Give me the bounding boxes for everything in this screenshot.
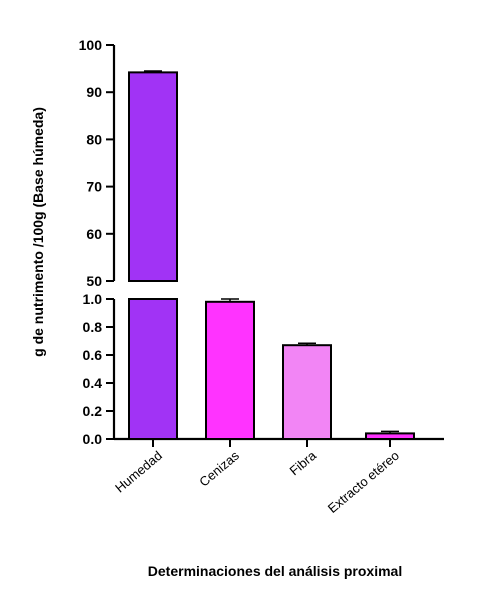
bar-humedad-lower [128, 298, 178, 440]
y-tick-label-upper: 70 [86, 179, 102, 195]
y-tick-label-upper: 50 [86, 273, 102, 289]
y-tick-label-lower: 0.2 [83, 403, 103, 419]
x-tick-label: Fibra [287, 447, 320, 478]
labels: 50 60 70 80 90 100 0.0 0.2 0.4 0.6 0.8 1.0 Humedad Ce… [79, 37, 402, 516]
y-tick-label-upper: 60 [86, 226, 102, 242]
y-tick-label-upper: 90 [86, 84, 102, 100]
y-tick-label-upper: 100 [79, 37, 103, 53]
y-tick-label-lower: 0.8 [83, 319, 103, 335]
x-axis-title: Determinaciones del análisis proximal [148, 563, 402, 579]
y-tick-label-lower: 0.6 [83, 347, 103, 363]
y-tick-label-lower: 0.4 [83, 375, 103, 391]
bars [128, 70, 415, 441]
x-tick-label: Cenizas [196, 447, 242, 489]
bar-extracto-etéreo [365, 432, 415, 440]
x-tick-label: Extracto etéreo [325, 448, 402, 516]
bar-fibra [282, 344, 332, 441]
x-tick-label: Humedad [112, 448, 165, 496]
bar-cenizas [205, 300, 255, 440]
y-axis-title: g de nutrimento /100g (Base húmeda) [30, 107, 46, 357]
y-tick-label-upper: 80 [86, 131, 102, 147]
y-tick-label-lower: 0.0 [83, 431, 103, 447]
y-tick-label-lower: 1.0 [83, 291, 103, 307]
bar-humedad-upper [128, 71, 178, 282]
